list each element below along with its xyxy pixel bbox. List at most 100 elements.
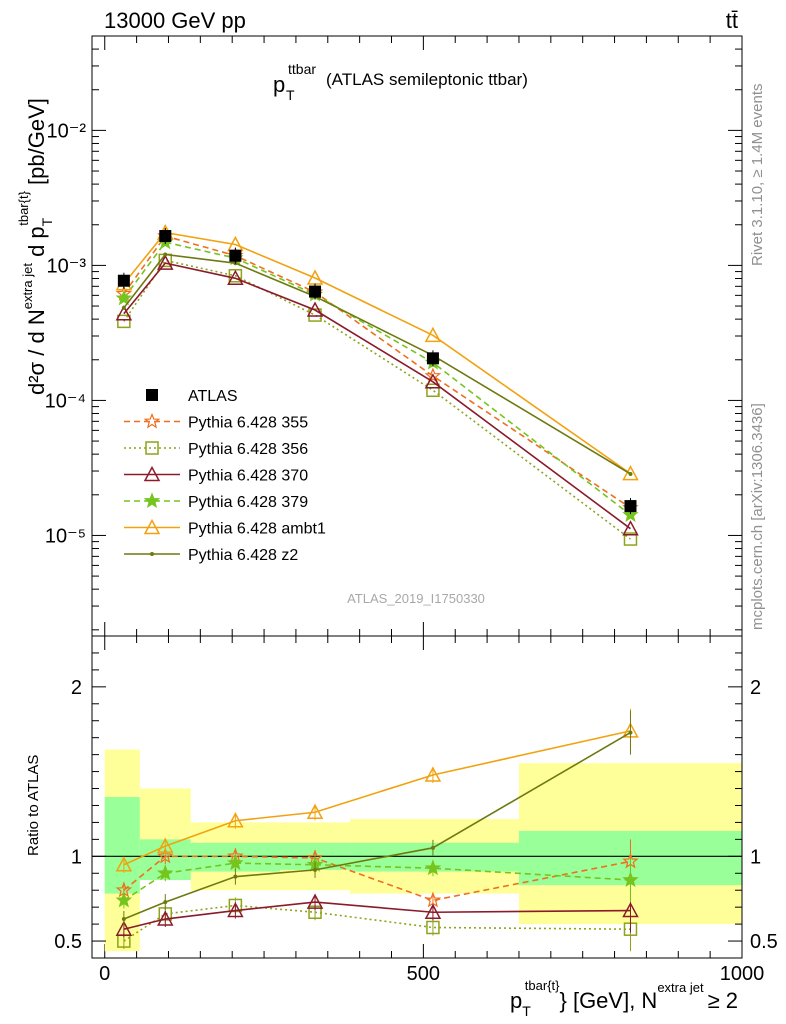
ratio-series-point-5-shape [121,917,126,922]
legend-label-5: Pythia 6.428 ambt1 [188,521,326,538]
main-series-point-5-shape [628,471,633,476]
ratio-series-point-2-shape [227,901,244,918]
main-series-point-2-shape [424,373,442,389]
legend-label-1: Pythia 6.428 355 [188,415,308,432]
ratio-series-point-3-shape [424,859,442,876]
main-data-point-shape [309,285,322,298]
ratio-series-point-2-shape [157,910,174,926]
main-data-point [309,285,322,298]
main-series-point-3-shape [622,506,639,522]
ratio-series-point-4 [306,803,324,820]
main-series-point-3-shape [115,289,133,306]
ratio-series-point-4 [424,766,442,782]
main-data-point-shape [159,230,172,243]
main-series-point-2-shape [227,269,244,286]
ylabel-sup1: extra jet [20,263,35,310]
ylabel-sup2: tbar{t} [16,190,31,225]
main-series-point-4 [424,326,442,343]
main-series-line-0 [123,235,631,509]
ratio-series-line-2 [123,901,631,930]
main-data-point-shape [426,352,439,365]
main-series-point-2 [157,254,174,270]
ratio-series-point-5-shape [233,874,238,879]
ratio-series-point-4-shape [157,837,174,853]
main-series-point-2 [424,373,442,389]
main-series-point-1-shape [117,314,131,329]
xlabel-sup2: extra jet [657,980,704,995]
ratio-series-point-4-shape [424,766,442,782]
legend-marker-2-shape [145,441,159,455]
ratio-series-point-5 [121,917,126,922]
main-series-point-1-shape [623,532,638,546]
ratio-series-point-2 [227,901,244,918]
ratio-ytick-label: 1 [71,846,82,868]
legend-marker-0-shape [146,389,158,401]
ratio-series-point-2 [306,893,324,909]
main-ytick-label: 10⁻⁴ [45,390,86,412]
ratio-series-point-5 [163,900,168,905]
ratio-ytick-label: 2 [71,677,82,699]
ratio-series-point-4-shape [227,812,244,828]
ratio-series-point-2-shape [424,903,442,919]
legend-marker-6-shape [150,552,154,556]
ratio-series-point-3-shape [622,871,639,888]
ratio-series-point-3 [115,891,133,908]
ratio-series-point-2-shape [115,920,133,936]
ratio-series-point-5-shape [628,730,633,735]
rivet-label: Rivet 3.1.10, ≥ 1.4M events [749,84,766,267]
legend-marker-1-shape [143,412,161,429]
legend: ATLAS Pythia 6.428 355 Pythia 6.428 356 Pyt… [124,388,326,564]
ylabel-unit: [pb/GeV] [24,98,49,191]
ratio-series-point-5 [430,845,435,850]
xlabel-sup1: tbar{t} [525,978,560,993]
legend-marker-3 [143,465,161,482]
ratio-series-point-1 [426,920,440,935]
main-panel-frame [91,35,743,637]
legend-label-3: Pythia 6.428 370 [188,468,308,485]
ratio-band-inner [104,797,140,894]
ratio-series-point-5 [313,867,318,872]
main-ytick-label: 10⁻² [47,120,87,142]
main-data-point [117,274,130,287]
main-series-line-4 [123,231,631,475]
main-data-point [229,249,242,262]
plot-title: p T ttbar (ATLAS semileptonic ttbar) [273,61,528,103]
main-series-point-4-shape [622,465,639,481]
plot-title-rest: (ATLAS semileptonic ttbar) [326,70,528,89]
main-data-point-shape [229,249,242,262]
main-series-point-5 [628,471,633,476]
xlabel-p: p [510,988,522,1013]
ylabel-dp: d p [24,226,49,263]
ratio-series-point-5-shape [313,867,318,872]
main-series-point-5-shape [121,305,126,310]
xtick-label: 1000 [720,963,765,985]
main-series-point-0-shape [424,367,442,383]
main-series-point-2 [115,305,133,321]
main-data-point [426,352,439,365]
ratio-series-point-3 [622,871,639,888]
ratio-ytick-label-right: 0.5 [750,931,778,953]
ratio-series-point-0-shape [156,847,174,864]
main-series-point-1 [117,314,131,329]
main-series-point-2-shape [115,305,133,321]
plot-title-sub: T [286,87,295,103]
ratio-series-point-5 [628,730,633,735]
legend-marker-0 [146,389,158,401]
main-series-point-4-shape [424,326,442,343]
main-series-point-2 [227,269,244,286]
xlabel-mid: } [GeV], N [560,988,658,1013]
main-ylabel: d²σ / d Nextra jet d pTtbar{t} [pb/GeV] [16,98,55,395]
main-series-point-2-shape [306,301,324,317]
main-data-point [624,500,637,513]
main-series-line-3 [123,241,631,516]
main-series-point-2-shape [157,254,174,270]
ratio-series-point-2-shape [622,901,639,918]
plot-layer: 10⁻⁵ 10⁻⁴ 10⁻³ 10⁻² 0 500 1000 0.5 0.5 1 1 2 2 [45,35,778,985]
ratio-series-point-2 [157,910,174,926]
xlabel-tail: ≥ 2 [708,988,738,1013]
mcplots-label: mcplots.cern.ch [arXiv:1306.3436] [749,403,766,630]
ratio-series-point-0 [424,891,442,908]
main-series-point-5 [121,305,126,310]
main-series-point-1-shape [426,383,440,398]
